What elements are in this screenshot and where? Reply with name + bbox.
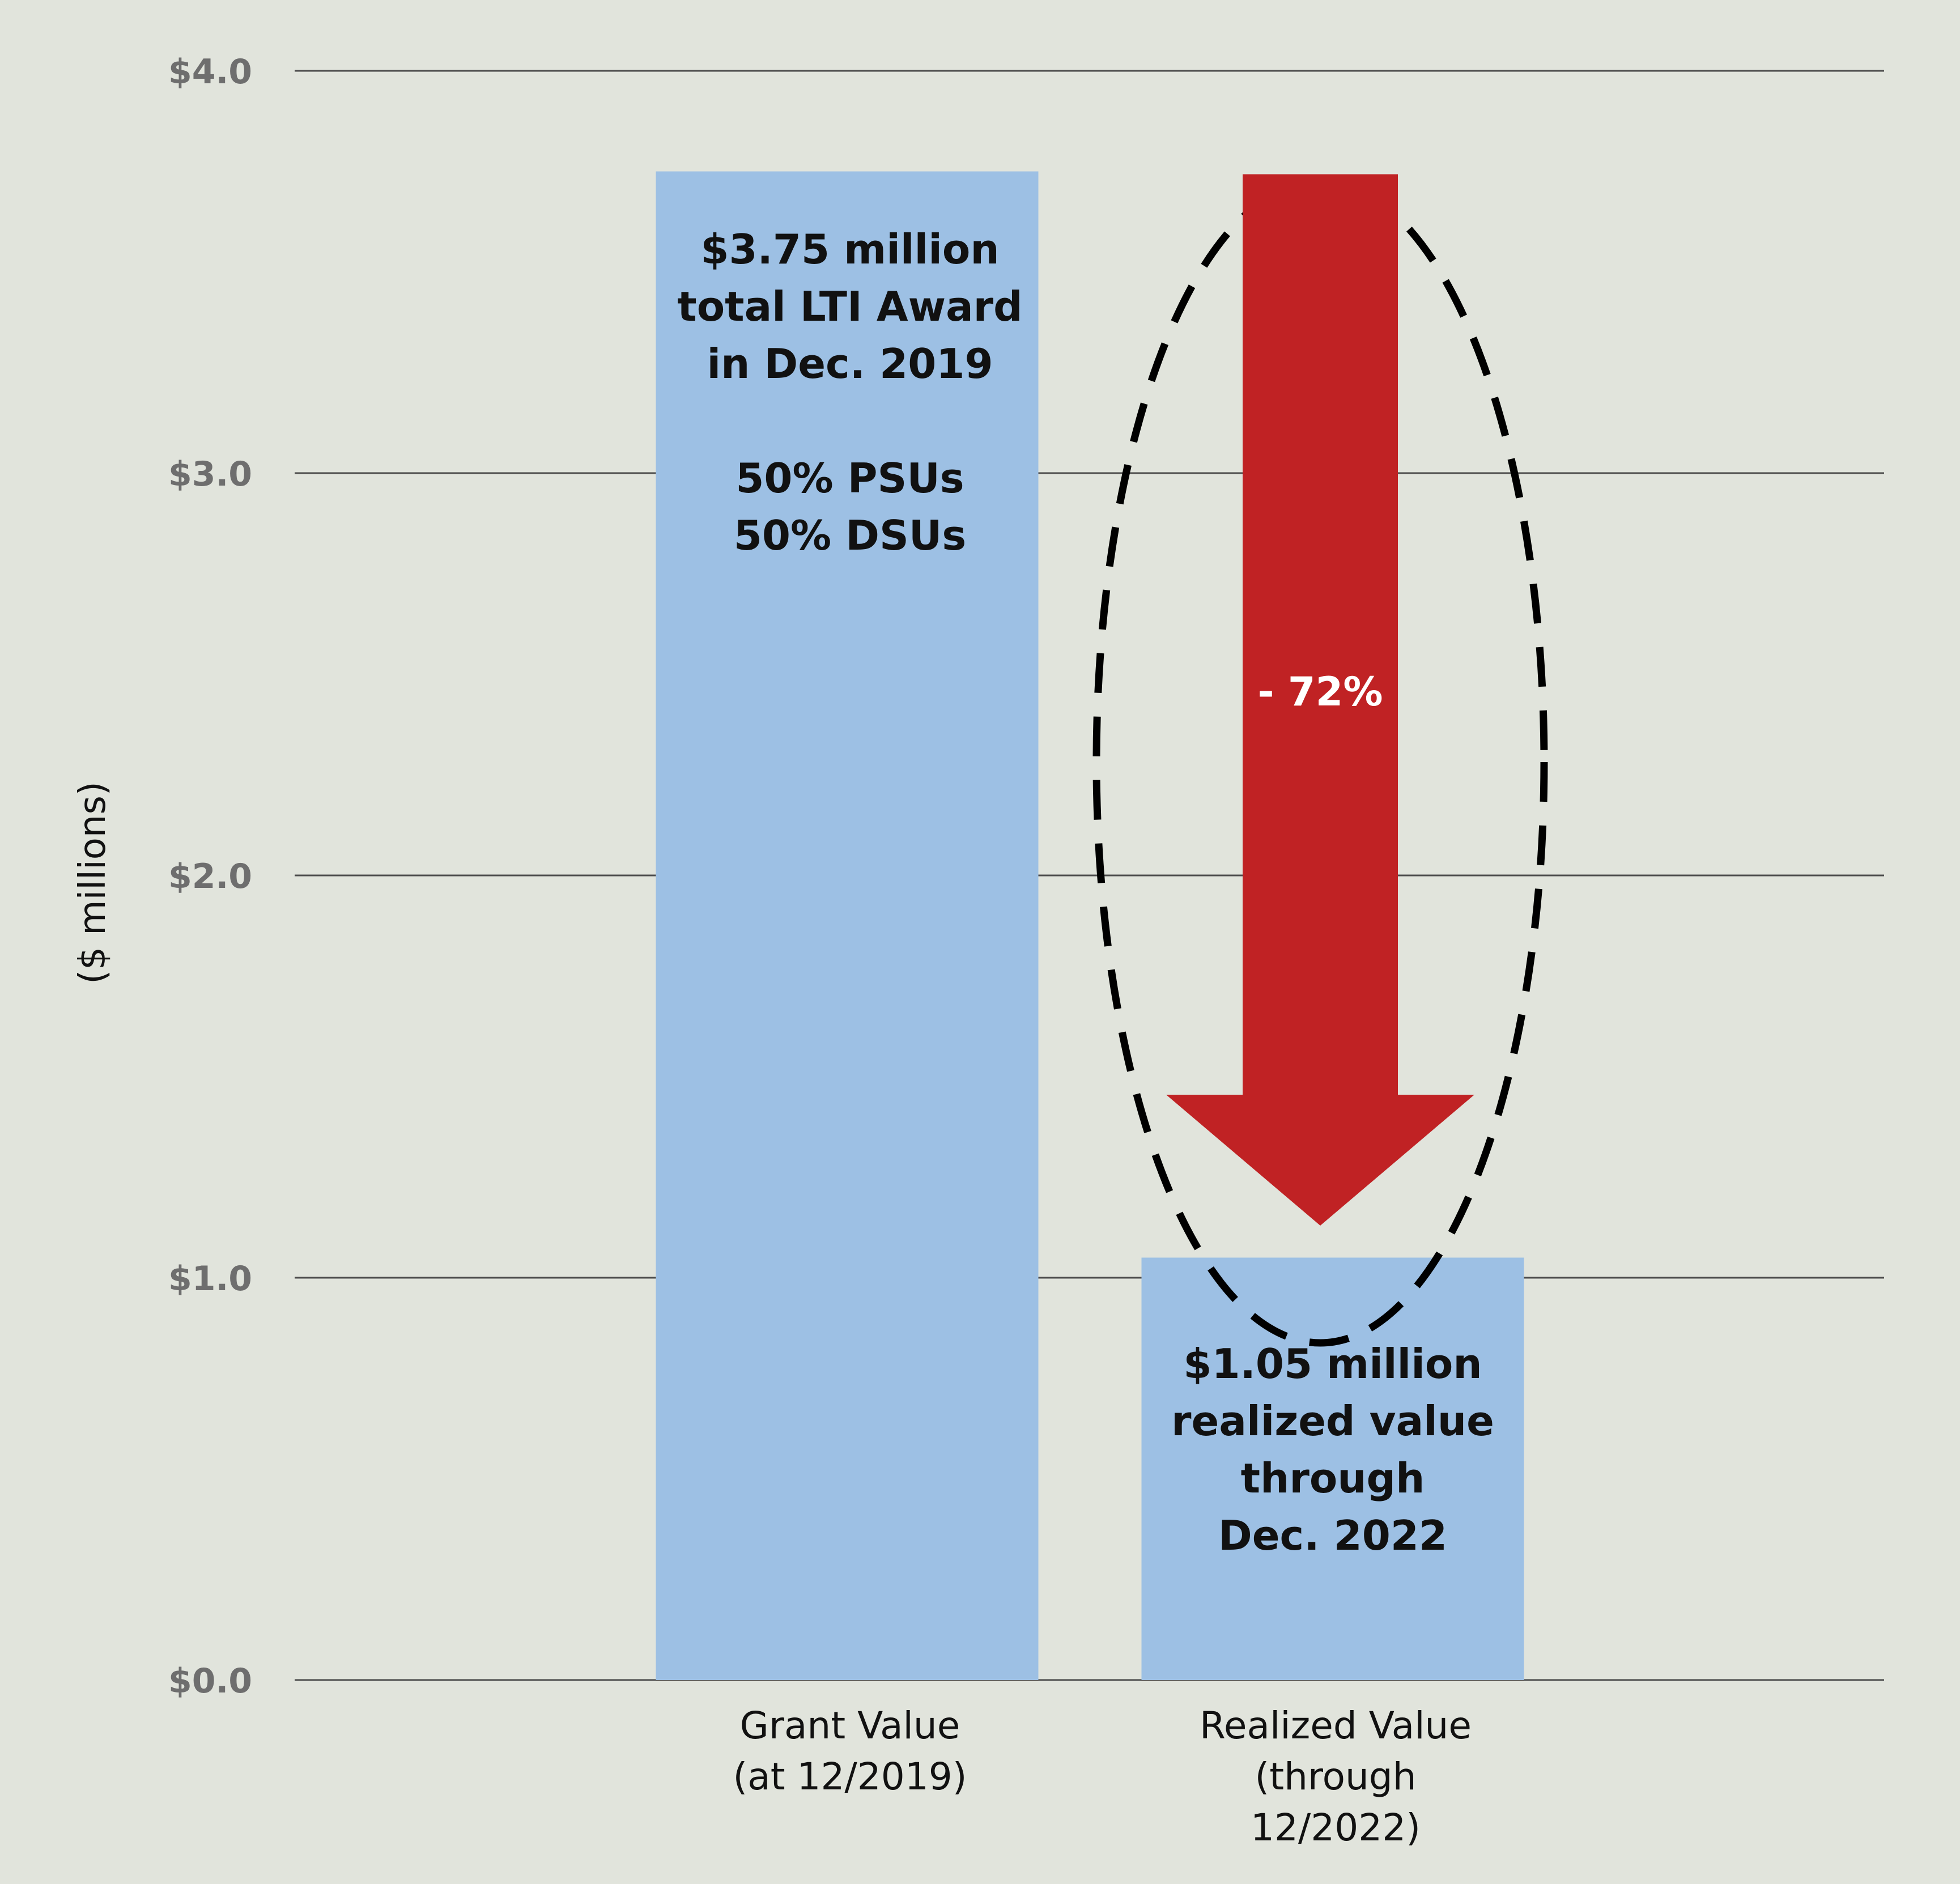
bars [656,171,1524,1680]
bar-label-line: in Dec. 2019 [707,340,993,388]
x-tick-label: (at 12/2019) [733,1755,967,1798]
x-tick-label: Grant Value [740,1704,960,1747]
y-tick-label: $3.0 [168,454,252,494]
bar-label-line: $1.05 million [1183,1340,1482,1388]
bar [1141,1257,1524,1680]
bar-label-line: through [1241,1455,1425,1502]
gridlines [295,70,1884,1681]
percent-change-label: - 72% [1258,669,1383,715]
bar-label-line: total LTI Award [677,283,1022,330]
y-tick-label: $1.0 [168,1259,252,1299]
x-tick-label: (through [1255,1755,1416,1798]
y-tick-label: $2.0 [168,857,252,896]
y-tick-label: $4.0 [168,52,252,92]
bar-label-line: Dec. 2022 [1218,1512,1447,1559]
bar [656,171,1039,1680]
bar-labels: $3.75 million total LTI Award in Dec. 2019… [677,226,1494,1559]
x-tick-label: 12/2022) [1251,1806,1421,1849]
down-arrow [1166,174,1474,1226]
bar-label-line: 50% PSUs [735,454,964,502]
reduction-annotation: - 72% [1092,174,1548,1347]
x-tick-label: Realized Value [1200,1704,1472,1747]
x-axis-ticks: Grant Value (at 12/2019) Realized Value (th… [733,1704,1472,1849]
y-tick-label: $0.0 [168,1661,252,1701]
y-axis-ticks: $0.0 $1.0 $2.0 $3.0 $4.0 [168,52,252,1701]
bar-label-line: 50% DSUs [734,512,966,559]
bar-label-line: $3.75 million [700,226,999,273]
bar-label-line: realized value [1171,1397,1494,1445]
y-axis-label: ($ millions) [72,781,114,984]
